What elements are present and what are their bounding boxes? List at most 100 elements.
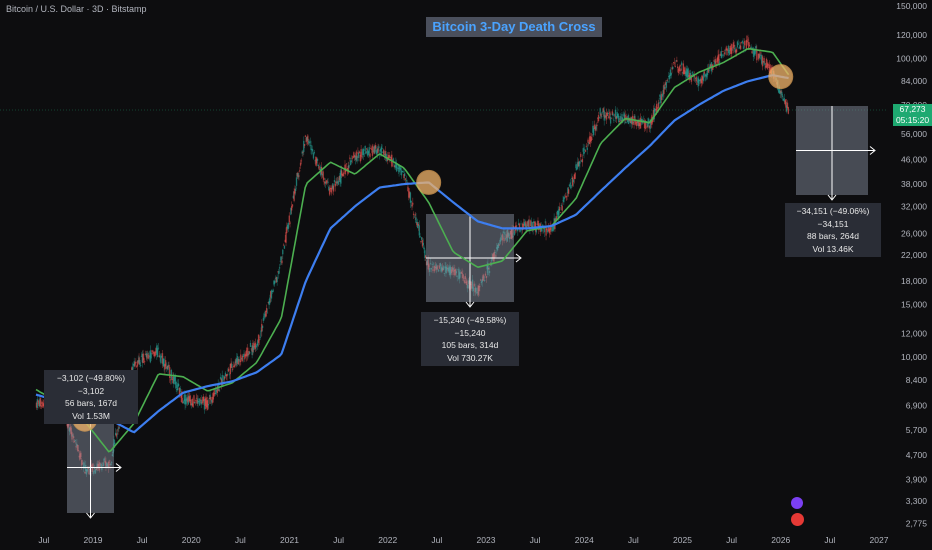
candle-body bbox=[144, 361, 146, 363]
candle-body bbox=[324, 181, 326, 184]
candle-body bbox=[225, 374, 227, 377]
candle-body bbox=[731, 44, 733, 54]
candle-body bbox=[647, 118, 650, 125]
arrow-head bbox=[115, 463, 122, 472]
candle-body bbox=[484, 273, 487, 276]
candle-body bbox=[661, 94, 664, 97]
candle-body bbox=[735, 49, 737, 53]
candle-body bbox=[578, 161, 580, 167]
candle-body bbox=[35, 402, 38, 408]
current-price-badge[interactable]: 67,273 05:15:20 bbox=[893, 104, 932, 126]
candle-body bbox=[266, 312, 269, 314]
candle-body bbox=[164, 360, 167, 367]
candle-body bbox=[475, 287, 477, 292]
candle-body bbox=[330, 187, 332, 193]
candle-body bbox=[639, 123, 641, 126]
candle-body bbox=[153, 352, 156, 357]
candle-body bbox=[765, 58, 768, 68]
x-axis[interactable]: Jul 2019 Jul 2020 Jul 2021 Jul 2022 Jul 2023 Jul 20… bbox=[38, 535, 888, 545]
lightning-icon[interactable] bbox=[791, 497, 803, 509]
candle-body bbox=[601, 111, 604, 113]
candle-body bbox=[689, 72, 692, 80]
candle-body bbox=[426, 260, 429, 266]
candle-body bbox=[671, 67, 673, 70]
candle-body bbox=[404, 178, 407, 180]
candle-body bbox=[226, 373, 228, 377]
symbol-header: Bitcoin / U.S. Dollar · 3D · Bitstamp bbox=[6, 4, 147, 14]
candle-body bbox=[418, 225, 420, 236]
candle-body bbox=[425, 261, 428, 266]
candle-body bbox=[623, 113, 626, 121]
candle-body bbox=[787, 107, 790, 114]
candle-body bbox=[556, 210, 559, 215]
candle-body bbox=[681, 62, 683, 66]
candle-body bbox=[709, 64, 711, 69]
candle-body bbox=[700, 79, 702, 83]
candle-body bbox=[496, 245, 499, 251]
candle-body bbox=[392, 158, 395, 161]
x-tick-label: Jul bbox=[38, 535, 49, 545]
candle-body bbox=[140, 355, 143, 357]
candle-body bbox=[419, 236, 421, 238]
candle-body bbox=[597, 117, 599, 119]
candle-body bbox=[147, 353, 149, 355]
candle-body bbox=[518, 223, 521, 228]
candle-body bbox=[569, 182, 571, 185]
candle-body bbox=[373, 146, 375, 154]
candle-body bbox=[614, 109, 617, 119]
y-tick-label: 10,000 bbox=[901, 352, 927, 362]
candle-body bbox=[136, 361, 139, 367]
candle-body bbox=[158, 355, 160, 357]
candle-body bbox=[507, 232, 509, 238]
candle-body bbox=[222, 384, 224, 385]
candle-body bbox=[434, 267, 437, 269]
candle-body bbox=[482, 275, 484, 281]
candle-body bbox=[176, 388, 178, 391]
candle-body bbox=[224, 372, 227, 377]
candle-body bbox=[767, 63, 769, 67]
candle-body bbox=[246, 347, 248, 357]
candle-body bbox=[335, 182, 337, 183]
candle-body bbox=[68, 423, 70, 426]
measure-bars: 105 bars, 314d bbox=[441, 340, 499, 350]
candle-body bbox=[73, 440, 76, 443]
y-tick-label: 18,000 bbox=[901, 276, 927, 286]
candle-body bbox=[750, 46, 752, 49]
candle-body bbox=[383, 154, 386, 155]
flag-icon[interactable] bbox=[791, 513, 804, 526]
candle-body bbox=[229, 363, 232, 375]
candle-body bbox=[675, 60, 677, 62]
candle-body bbox=[408, 191, 411, 198]
candle-body bbox=[420, 240, 422, 242]
measure-label-2026: −34,151 (−49.06%) −34,151 88 bars, 264d … bbox=[785, 203, 881, 257]
candle-body bbox=[311, 149, 313, 151]
candle-body bbox=[199, 399, 202, 401]
candle-body bbox=[702, 76, 704, 81]
candle-body bbox=[149, 350, 152, 363]
candle-body bbox=[187, 395, 190, 405]
candle-body bbox=[342, 172, 345, 177]
candle-body bbox=[278, 267, 281, 269]
candle-body bbox=[223, 375, 225, 381]
candle-body bbox=[90, 464, 93, 468]
candle-body bbox=[509, 231, 512, 235]
candle-body bbox=[113, 439, 115, 448]
y-axis[interactable]: 150,000120,000100,00084,00070,00056,0004… bbox=[896, 1, 927, 528]
candle-body bbox=[295, 177, 298, 186]
candle-body bbox=[476, 291, 479, 293]
candle-body bbox=[691, 71, 693, 73]
candle-body bbox=[279, 260, 282, 262]
candle-body bbox=[135, 362, 137, 363]
x-tick-label: Jul bbox=[235, 535, 246, 545]
candle-body bbox=[271, 290, 273, 292]
candle-body bbox=[227, 369, 229, 371]
candle-body bbox=[630, 117, 633, 125]
candle-body bbox=[228, 374, 231, 376]
candle-body bbox=[102, 462, 105, 467]
candle-body bbox=[668, 74, 671, 80]
candle-body bbox=[213, 389, 215, 397]
candle-body bbox=[558, 209, 560, 215]
candle-body bbox=[441, 268, 444, 271]
candle-body bbox=[688, 74, 690, 78]
